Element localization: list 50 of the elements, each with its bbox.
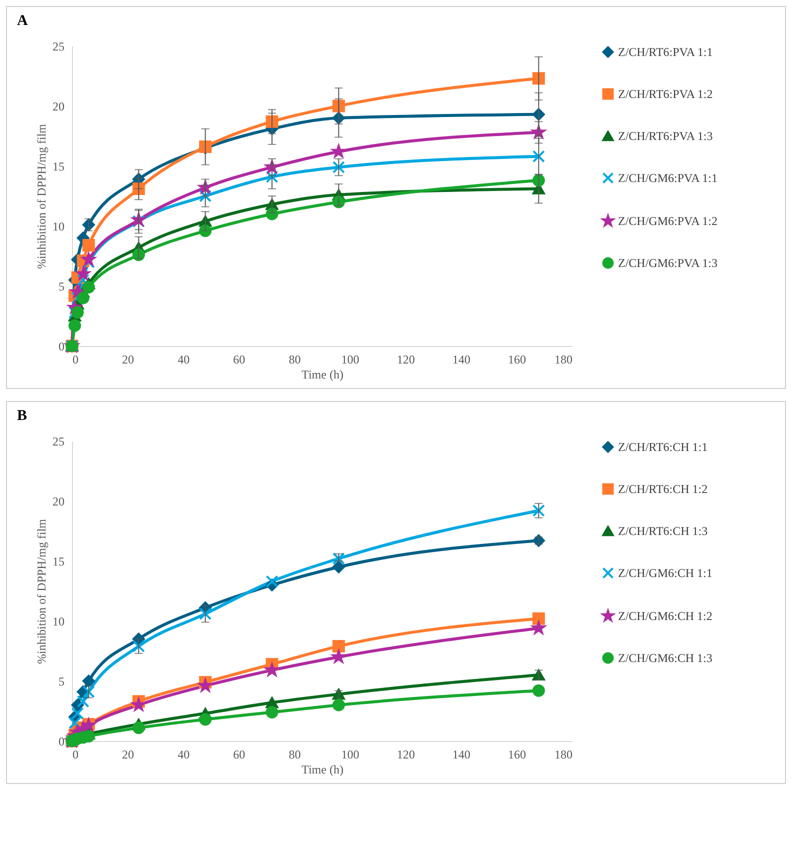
x-tick-label: 140	[452, 352, 470, 366]
y-tick-label: 15	[52, 160, 64, 174]
x-axis-title: Time (h)	[302, 762, 344, 776]
y-tick-label: 20	[52, 494, 64, 508]
legend-label: Z/CH/GM6:PVA 1:2	[618, 214, 718, 228]
x-tick-label: 160	[508, 748, 526, 762]
y-tick-label: 25	[52, 40, 64, 54]
x-tick-label: 40	[178, 748, 190, 762]
x-tick-label: 0	[72, 748, 78, 762]
legend-label: Z/CH/RT6:PVA 1:1	[618, 45, 713, 59]
x-tick-label: 80	[288, 748, 301, 762]
y-tick-label: 20	[52, 100, 64, 114]
legend-label: Z/CH/GM6:CH 1:1	[618, 566, 712, 580]
y-tick-label: 25	[52, 434, 64, 448]
x-tick-label: 80	[288, 352, 301, 366]
x-tick-label: 120	[396, 352, 415, 366]
legend-label: Z/CH/RT6:CH 1:2	[618, 482, 708, 496]
y-axis-title: %inhibition of DPPH/mg film	[34, 518, 48, 664]
x-tick-label: 120	[396, 748, 415, 762]
x-tick-label: 140	[452, 748, 470, 762]
x-tick-label: 160	[508, 352, 526, 366]
legend-label: Z/CH/RT6:CH 1:1	[618, 440, 708, 454]
y-tick-label: 10	[52, 220, 64, 234]
x-tick-label: 60	[233, 352, 246, 366]
y-axis-title: %inhibition of DPPH/mg film	[34, 123, 48, 270]
y-tick-label: 15	[52, 554, 64, 568]
legend-label: Z/CH/RT6:CH 1:3	[618, 524, 708, 538]
legend-label: Z/CH/GM6:PVA 1:3	[618, 256, 718, 270]
y-tick-label: 5	[58, 280, 64, 294]
x-tick-label: 60	[233, 748, 246, 762]
y-tick-label: 5	[58, 674, 64, 688]
y-tick-label: 0	[58, 734, 64, 748]
legend-label: Z/CH/GM6:CH 1:3	[618, 651, 712, 665]
legend-label: Z/CH/GM6:PVA 1:1	[618, 171, 718, 185]
x-tick-label: 100	[341, 352, 360, 366]
x-tick-label: 20	[122, 748, 134, 762]
chart-title: A	[17, 13, 28, 29]
x-tick-label: 100	[341, 748, 360, 762]
chart-title: B	[17, 408, 28, 424]
x-axis-title: Time (h)	[302, 368, 344, 382]
x-tick-label: 0	[72, 352, 78, 366]
legend-label: Z/CH/GM6:CH 1:2	[618, 609, 712, 623]
legend-label: Z/CH/RT6:PVA 1:3	[618, 129, 713, 143]
x-tick-label: 40	[178, 352, 190, 366]
y-tick-label: 0	[58, 340, 64, 354]
x-tick-label: 20	[122, 352, 134, 366]
x-tick-label: 180	[554, 748, 572, 762]
y-tick-label: 10	[52, 614, 64, 628]
legend-label: Z/CH/RT6:PVA 1:2	[618, 87, 713, 101]
x-tick-label: 180	[554, 352, 572, 366]
